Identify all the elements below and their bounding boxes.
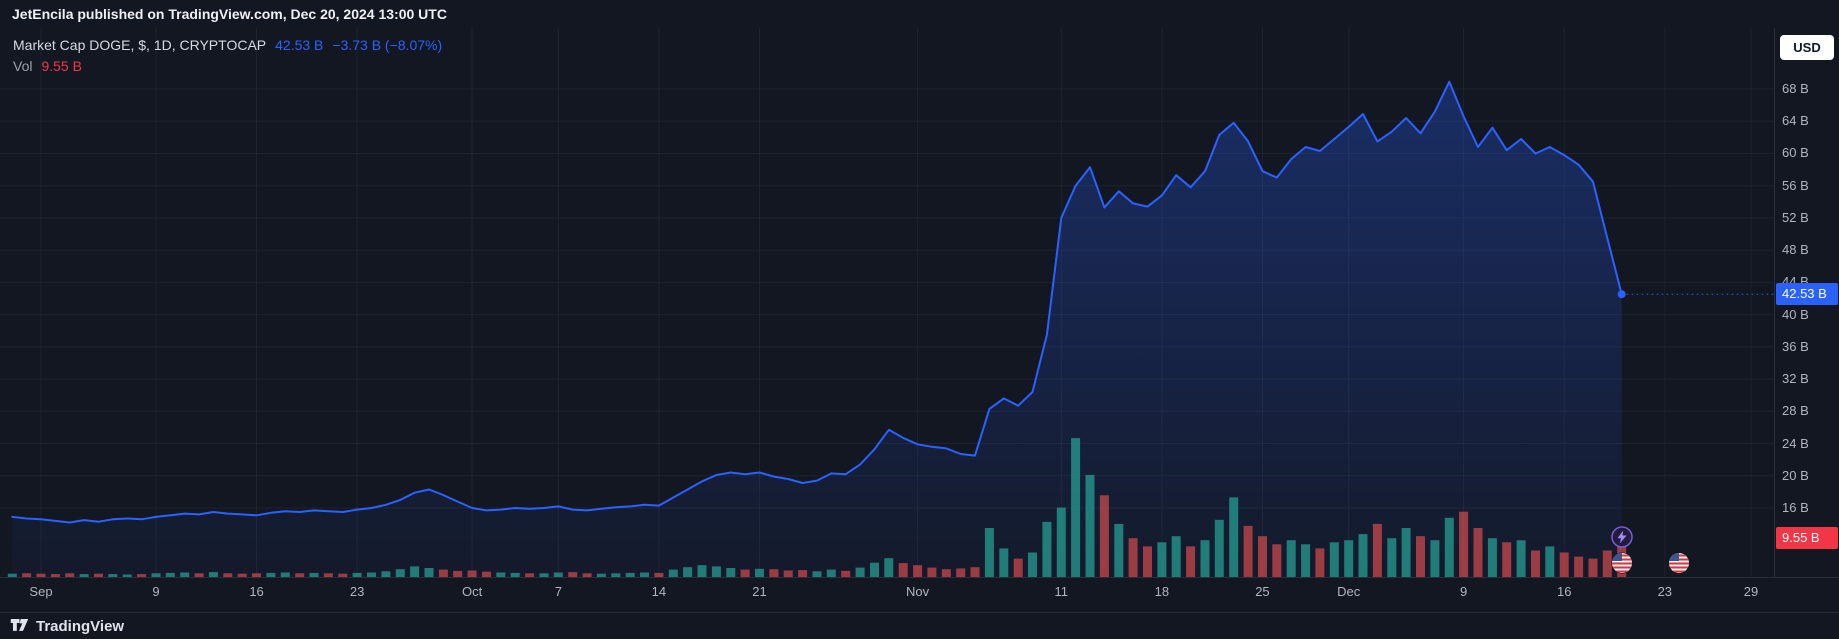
- legend: Market Cap DOGE, $, 1D, CRYPTOCAP 42.53 …: [13, 35, 442, 77]
- tradingview-logo[interactable]: TradingView: [10, 618, 124, 635]
- price-tick-label: 56 B: [1782, 177, 1809, 193]
- tradingview-logo-icon: [10, 618, 29, 631]
- legend-last-value: 42.53 B: [275, 37, 324, 53]
- chart-canvas[interactable]: Market Cap DOGE, $, 1D, CRYPTOCAP 42.53 …: [0, 28, 1774, 577]
- legend-vol-label[interactable]: Vol: [13, 58, 33, 74]
- us-flag-event-icon[interactable]: [1668, 552, 1690, 574]
- publish-header: JetEncila published on TradingView.com, …: [0, 0, 1839, 28]
- time-tick-label: 23: [1657, 584, 1673, 599]
- market-cap-chart: [0, 28, 1774, 577]
- price-tick-label: 40 B: [1782, 306, 1809, 322]
- price-axis[interactable]: USD 42.53 B 9.55 B 68 B 64 B 60 B 56 B 52 B 4…: [1774, 28, 1839, 577]
- time-axis[interactable]: Sep 9 16 23 Oct 7 14 21 Nov 11 18 25 Dec 9 16 23 29: [0, 577, 1839, 612]
- price-tick-label: 48 B: [1782, 242, 1809, 258]
- volume-tag: 9.55 B: [1776, 526, 1838, 549]
- last-price-dot: [1617, 290, 1626, 299]
- tradingview-logo-text: TradingView: [36, 617, 125, 635]
- legend-vol-value: 9.55 B: [41, 58, 82, 74]
- time-tick-label: 16: [1556, 584, 1572, 599]
- time-tick-label: Sep: [29, 584, 53, 599]
- price-tick-label: 52 B: [1782, 209, 1809, 225]
- price-tick-label: 20 B: [1782, 467, 1809, 483]
- volatility-event-lightning-icon[interactable]: [1610, 526, 1633, 548]
- time-tick-label: Dec: [1337, 584, 1361, 599]
- time-tick-label: 21: [752, 584, 767, 599]
- time-tick-label: 16: [249, 584, 264, 599]
- price-tick-label: 16 B: [1782, 500, 1809, 515]
- market-cap-line: [11, 80, 1623, 524]
- time-tick-label: 23: [349, 584, 365, 599]
- publish-title: JetEncila published on TradingView.com, …: [12, 6, 447, 22]
- price-tick-label: 32 B: [1782, 371, 1809, 387]
- time-tick-label: 7: [554, 584, 562, 599]
- price-tick-label: 28 B: [1782, 403, 1809, 419]
- legend-volume-row: Vol 9.55 B: [13, 56, 442, 77]
- time-tick-label: 11: [1054, 584, 1069, 599]
- time-tick-label: Oct: [461, 584, 483, 599]
- chart-window: Market Cap DOGE, $, 1D, CRYPTOCAP 42.53 …: [0, 28, 1839, 577]
- time-tick-label: 14: [651, 584, 667, 599]
- legend-main-row: Market Cap DOGE, $, 1D, CRYPTOCAP 42.53 …: [13, 35, 442, 56]
- time-tick-label: 29: [1743, 584, 1759, 599]
- market-cap-area: [12, 81, 1622, 577]
- price-tick-label: 68 B: [1782, 81, 1809, 96]
- time-tick-label: 18: [1154, 584, 1170, 599]
- volume-bars: [7, 438, 1627, 577]
- last-price-tag: 42.53 B: [1776, 283, 1838, 306]
- currency-toggle-button[interactable]: USD: [1780, 35, 1834, 60]
- us-flag-event-icon[interactable]: [1611, 552, 1633, 574]
- price-tick-label: 24 B: [1782, 435, 1809, 451]
- time-tick-label: 25: [1255, 584, 1270, 599]
- time-tick-label: 9: [152, 584, 160, 599]
- legend-change-value: −3.73 B (−8.07%): [332, 37, 443, 53]
- bottom-toolbar: TradingView: [0, 612, 1839, 639]
- price-tick-label: 64 B: [1782, 113, 1809, 129]
- time-tick-label: Nov: [906, 584, 930, 599]
- price-tick-label: 60 B: [1782, 145, 1809, 161]
- time-tick-label: 9: [1460, 584, 1468, 599]
- price-tick-label: 36 B: [1782, 338, 1809, 354]
- legend-symbol-title[interactable]: Market Cap DOGE, $, 1D, CRYPTOCAP: [13, 37, 267, 53]
